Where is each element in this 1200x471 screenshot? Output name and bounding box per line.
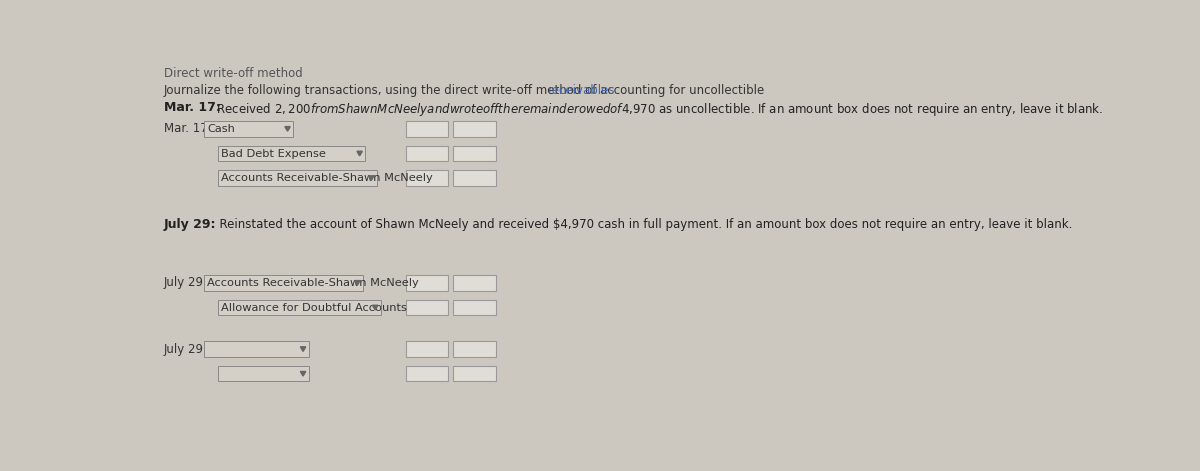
Text: Direct write-off method: Direct write-off method xyxy=(164,67,302,80)
FancyBboxPatch shape xyxy=(218,171,377,186)
Text: Journalize the following transactions, using the direct write-off method of acco: Journalize the following transactions, u… xyxy=(164,84,769,97)
FancyBboxPatch shape xyxy=(454,146,496,161)
Text: Received $2,200 from Shawn McNeely and wrote off the remainder owed of $4,970 as: Received $2,200 from Shawn McNeely and w… xyxy=(209,101,1103,118)
FancyBboxPatch shape xyxy=(406,366,449,382)
Text: Mar. 17:: Mar. 17: xyxy=(164,101,221,114)
Text: Reinstated the account of Shawn McNeely and received $4,970 cash in full payment: Reinstated the account of Shawn McNeely … xyxy=(212,218,1073,231)
Polygon shape xyxy=(300,347,306,351)
FancyBboxPatch shape xyxy=(406,341,449,357)
Polygon shape xyxy=(284,127,290,131)
Text: July 29:: July 29: xyxy=(164,218,216,231)
Polygon shape xyxy=(355,281,360,285)
Text: receivables.: receivables. xyxy=(548,84,619,97)
Text: Cash: Cash xyxy=(208,124,235,134)
Text: Bad Debt Expense: Bad Debt Expense xyxy=(221,148,326,159)
FancyBboxPatch shape xyxy=(406,171,449,186)
FancyBboxPatch shape xyxy=(406,146,449,161)
FancyBboxPatch shape xyxy=(218,366,308,382)
FancyBboxPatch shape xyxy=(218,300,380,315)
FancyBboxPatch shape xyxy=(454,366,496,382)
FancyBboxPatch shape xyxy=(218,146,366,161)
FancyBboxPatch shape xyxy=(204,121,293,137)
FancyBboxPatch shape xyxy=(454,341,496,357)
Text: Accounts Receivable-Shawn McNeely: Accounts Receivable-Shawn McNeely xyxy=(221,173,433,183)
Text: July 29: July 29 xyxy=(164,276,204,289)
FancyBboxPatch shape xyxy=(454,275,496,291)
Polygon shape xyxy=(372,305,378,310)
Polygon shape xyxy=(356,151,362,156)
Text: July 29: July 29 xyxy=(164,342,204,356)
FancyBboxPatch shape xyxy=(406,275,449,291)
Text: Accounts Receivable-Shawn McNeely: Accounts Receivable-Shawn McNeely xyxy=(208,278,419,288)
Polygon shape xyxy=(368,176,374,180)
FancyBboxPatch shape xyxy=(204,341,308,357)
FancyBboxPatch shape xyxy=(454,300,496,315)
Text: Allowance for Doubtful Accounts: Allowance for Doubtful Accounts xyxy=(221,302,407,313)
FancyBboxPatch shape xyxy=(406,121,449,137)
FancyBboxPatch shape xyxy=(406,300,449,315)
Polygon shape xyxy=(300,372,306,376)
FancyBboxPatch shape xyxy=(204,275,364,291)
FancyBboxPatch shape xyxy=(454,171,496,186)
Text: Mar. 17: Mar. 17 xyxy=(164,122,208,135)
FancyBboxPatch shape xyxy=(454,121,496,137)
